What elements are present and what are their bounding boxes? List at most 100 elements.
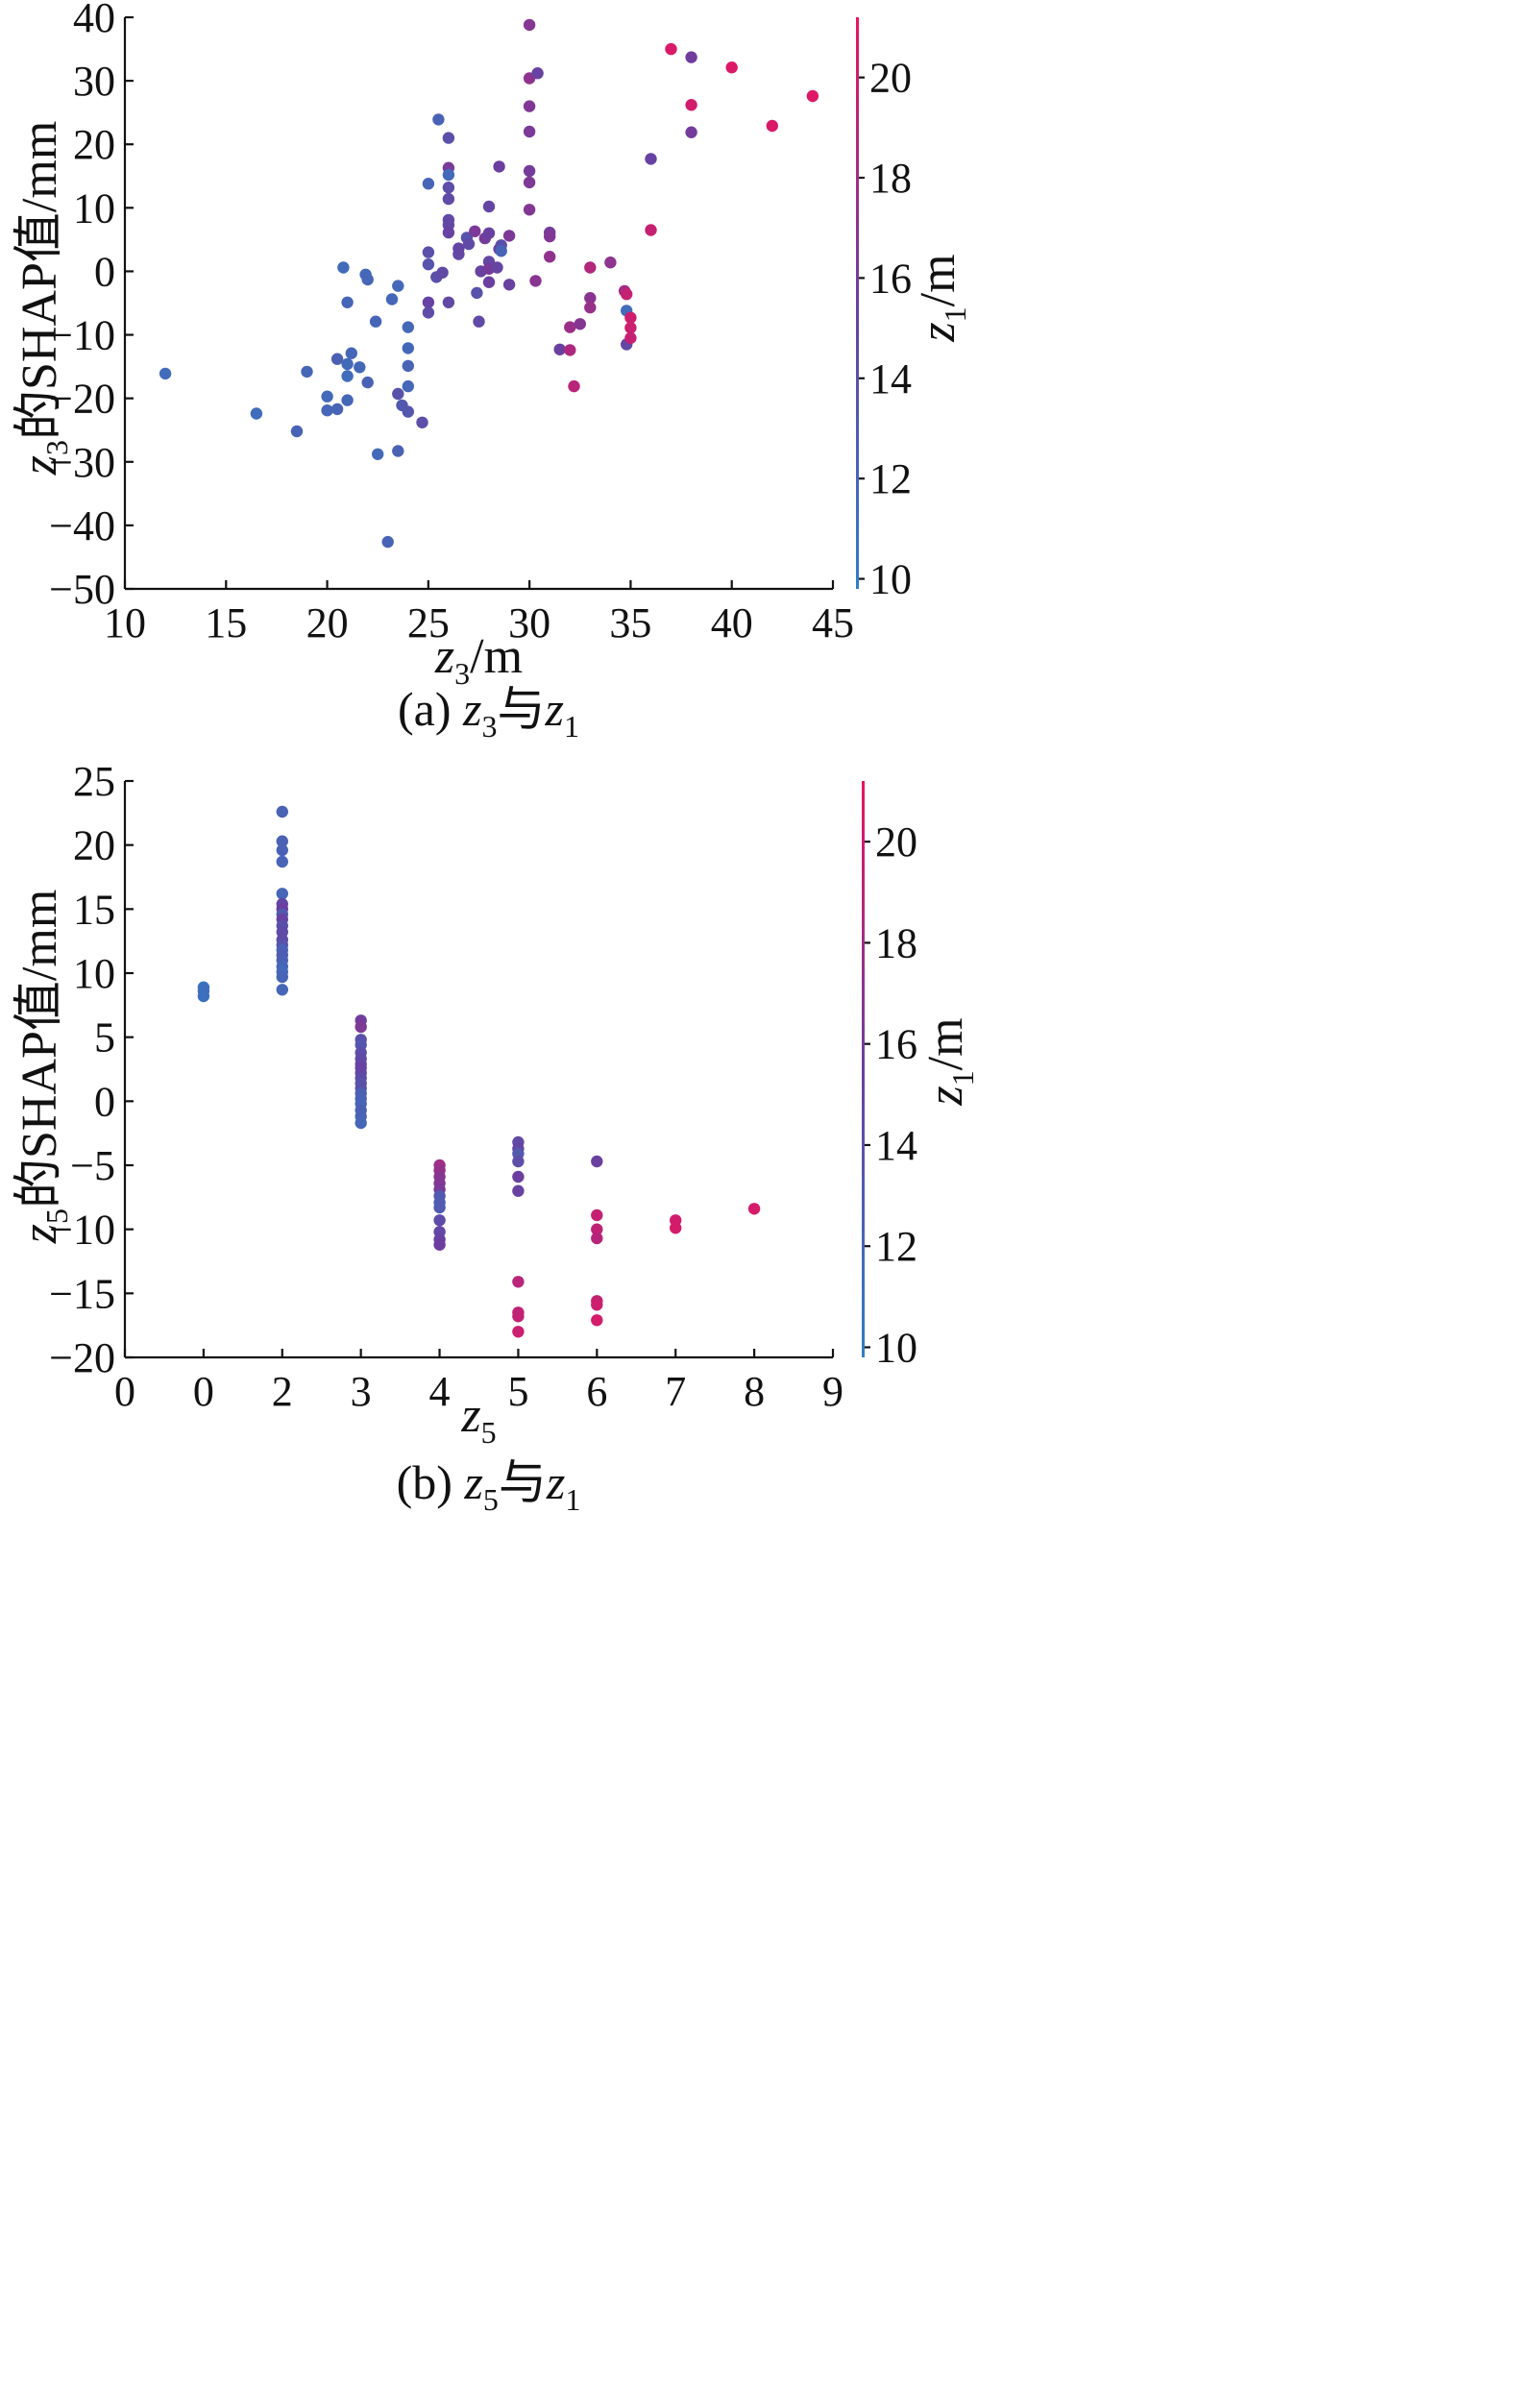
x-tick-label: 10	[104, 599, 146, 647]
scatter-point	[523, 164, 536, 178]
scatter-point	[276, 835, 288, 847]
scatter-point	[436, 266, 449, 279]
x-tick-label: 35	[609, 599, 651, 647]
scatter-point	[471, 286, 483, 300]
scatter-point	[523, 176, 536, 189]
scatter-point	[321, 404, 333, 417]
scatter-point	[276, 805, 288, 818]
scatter-point	[372, 448, 384, 460]
scatter-point	[345, 347, 357, 359]
scatter-point	[806, 89, 819, 103]
y-tick-label: 30	[73, 58, 115, 105]
scatter-point	[402, 321, 414, 333]
y-tick-label: 40	[73, 0, 115, 41]
scatter-point	[482, 227, 496, 239]
scatter-point	[529, 275, 542, 287]
scatter-point	[502, 279, 516, 291]
scatter-point	[645, 153, 657, 165]
scatter-point	[422, 178, 435, 190]
scatter-point	[341, 296, 354, 308]
scatter-point	[725, 61, 738, 74]
y-tick-label: 10	[73, 950, 115, 997]
scatter-point	[290, 425, 304, 438]
scatter-point	[442, 168, 455, 182]
x-tick-label: 25	[407, 599, 450, 647]
y-tick-label: 20	[73, 822, 115, 869]
scatter-point	[482, 200, 496, 213]
colorbar-tick-label: 12	[875, 1223, 917, 1270]
scatter-point	[512, 1326, 525, 1338]
x-axis-label: z5	[460, 1388, 496, 1450]
x-tick-label: 4	[429, 1368, 451, 1415]
scatter-point	[452, 242, 465, 255]
scatter-point	[422, 246, 435, 258]
x-tick-label: 9	[822, 1368, 843, 1415]
scatter-point	[381, 535, 394, 549]
scatter-point	[462, 237, 476, 251]
scatter-point	[330, 403, 344, 416]
x-tick-label: 40	[711, 599, 753, 647]
colorbar-label: z1/m	[918, 1017, 980, 1106]
colorbar-tick-label: 14	[875, 1122, 917, 1169]
scatter-point	[369, 315, 382, 328]
y-tick-label: −15	[49, 1270, 115, 1317]
scatter-point	[433, 1238, 446, 1251]
x-tick-label: 0	[114, 1368, 135, 1415]
x-tick-label: 8	[744, 1368, 765, 1415]
x-tick-label: 5	[507, 1368, 528, 1415]
scatter-point	[276, 843, 288, 857]
scatter-point	[766, 119, 778, 133]
y-axis-label: z5的SHAP值/mm	[12, 890, 74, 1245]
y-tick-label: 5	[94, 1014, 115, 1062]
x-tick-label: 2	[272, 1368, 293, 1415]
scatter-point	[469, 225, 481, 237]
y-tick-label: −40	[49, 502, 115, 549]
scatter-point	[276, 855, 288, 868]
scatter-point	[512, 1155, 525, 1168]
scatter-point	[276, 970, 288, 984]
y-tick-label: 10	[73, 184, 115, 232]
x-tick-label: 45	[812, 599, 854, 647]
scatter-point	[568, 379, 580, 393]
scatter-point	[645, 224, 657, 236]
y-tick-label: −10	[49, 312, 115, 359]
scatter-point	[523, 125, 536, 138]
scatter-point	[584, 292, 597, 305]
scatter-point	[512, 1276, 525, 1288]
y-tick-label: −5	[70, 1142, 115, 1189]
scatter-point	[544, 230, 556, 243]
y-tick-label: −10	[49, 1207, 115, 1254]
scatter-point	[531, 67, 544, 80]
scatter-point	[442, 182, 455, 194]
scatter-point	[442, 226, 455, 239]
colorbar-tick-label: 16	[875, 1021, 917, 1068]
x-axis-label: z3/m	[434, 629, 523, 691]
colorbar	[856, 17, 859, 589]
colorbar-tick-label: 16	[869, 255, 912, 302]
y-tick-label: 20	[73, 121, 115, 168]
scatter-point	[337, 261, 350, 274]
colorbar-tick-label: 18	[875, 919, 917, 966]
scatter-point	[553, 343, 566, 355]
y-tick-label: 0	[94, 1078, 115, 1125]
scatter-point	[422, 296, 435, 308]
colorbar-tick-label: 20	[869, 55, 912, 102]
y-tick-label: 15	[73, 886, 115, 933]
scatter-point	[422, 306, 435, 319]
scatter-point	[685, 126, 697, 138]
scatter-point	[392, 387, 404, 401]
x-tick-label: 20	[306, 599, 349, 647]
scatter-point	[433, 1214, 446, 1227]
scatter-point	[491, 261, 503, 274]
scatter-point	[493, 160, 505, 173]
colorbar-tick-label: 18	[869, 155, 912, 202]
y-axis-label: z3的SHAP值/mm	[12, 121, 74, 476]
scatter-point	[402, 379, 414, 393]
scatter-point	[402, 342, 414, 354]
colorbar	[862, 781, 865, 1357]
scatter-point	[354, 1116, 367, 1130]
scatter-point	[250, 407, 263, 420]
colorbar-tick-label: 14	[869, 355, 912, 403]
